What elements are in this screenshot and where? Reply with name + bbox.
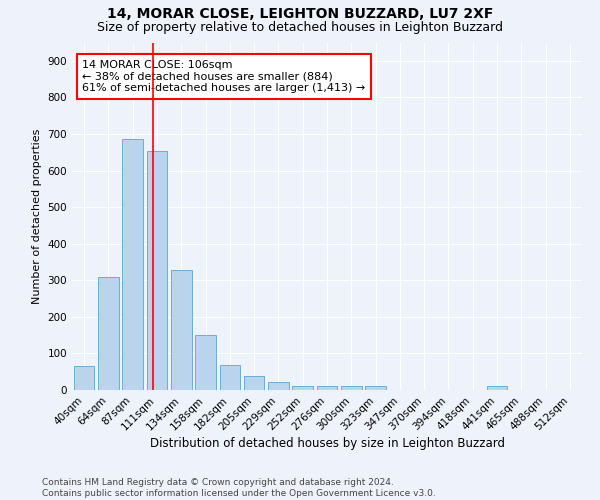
- Y-axis label: Number of detached properties: Number of detached properties: [32, 128, 42, 304]
- Bar: [220, 365, 240, 390]
- Bar: [268, 382, 289, 390]
- Bar: [341, 386, 362, 390]
- Text: Size of property relative to detached houses in Leighton Buzzard: Size of property relative to detached ho…: [97, 21, 503, 34]
- Bar: [122, 140, 143, 390]
- Bar: [244, 376, 265, 390]
- Bar: [74, 366, 94, 390]
- Bar: [98, 276, 119, 390]
- Bar: [487, 386, 508, 390]
- Text: Contains HM Land Registry data © Crown copyright and database right 2024.
Contai: Contains HM Land Registry data © Crown c…: [42, 478, 436, 498]
- Bar: [365, 386, 386, 390]
- X-axis label: Distribution of detached houses by size in Leighton Buzzard: Distribution of detached houses by size …: [149, 438, 505, 450]
- Bar: [195, 335, 216, 390]
- Text: 14, MORAR CLOSE, LEIGHTON BUZZARD, LU7 2XF: 14, MORAR CLOSE, LEIGHTON BUZZARD, LU7 2…: [107, 8, 493, 22]
- Text: 14 MORAR CLOSE: 106sqm
← 38% of detached houses are smaller (884)
61% of semi-de: 14 MORAR CLOSE: 106sqm ← 38% of detached…: [82, 60, 365, 93]
- Bar: [171, 270, 191, 390]
- Bar: [146, 151, 167, 390]
- Bar: [292, 386, 313, 390]
- Bar: [317, 386, 337, 390]
